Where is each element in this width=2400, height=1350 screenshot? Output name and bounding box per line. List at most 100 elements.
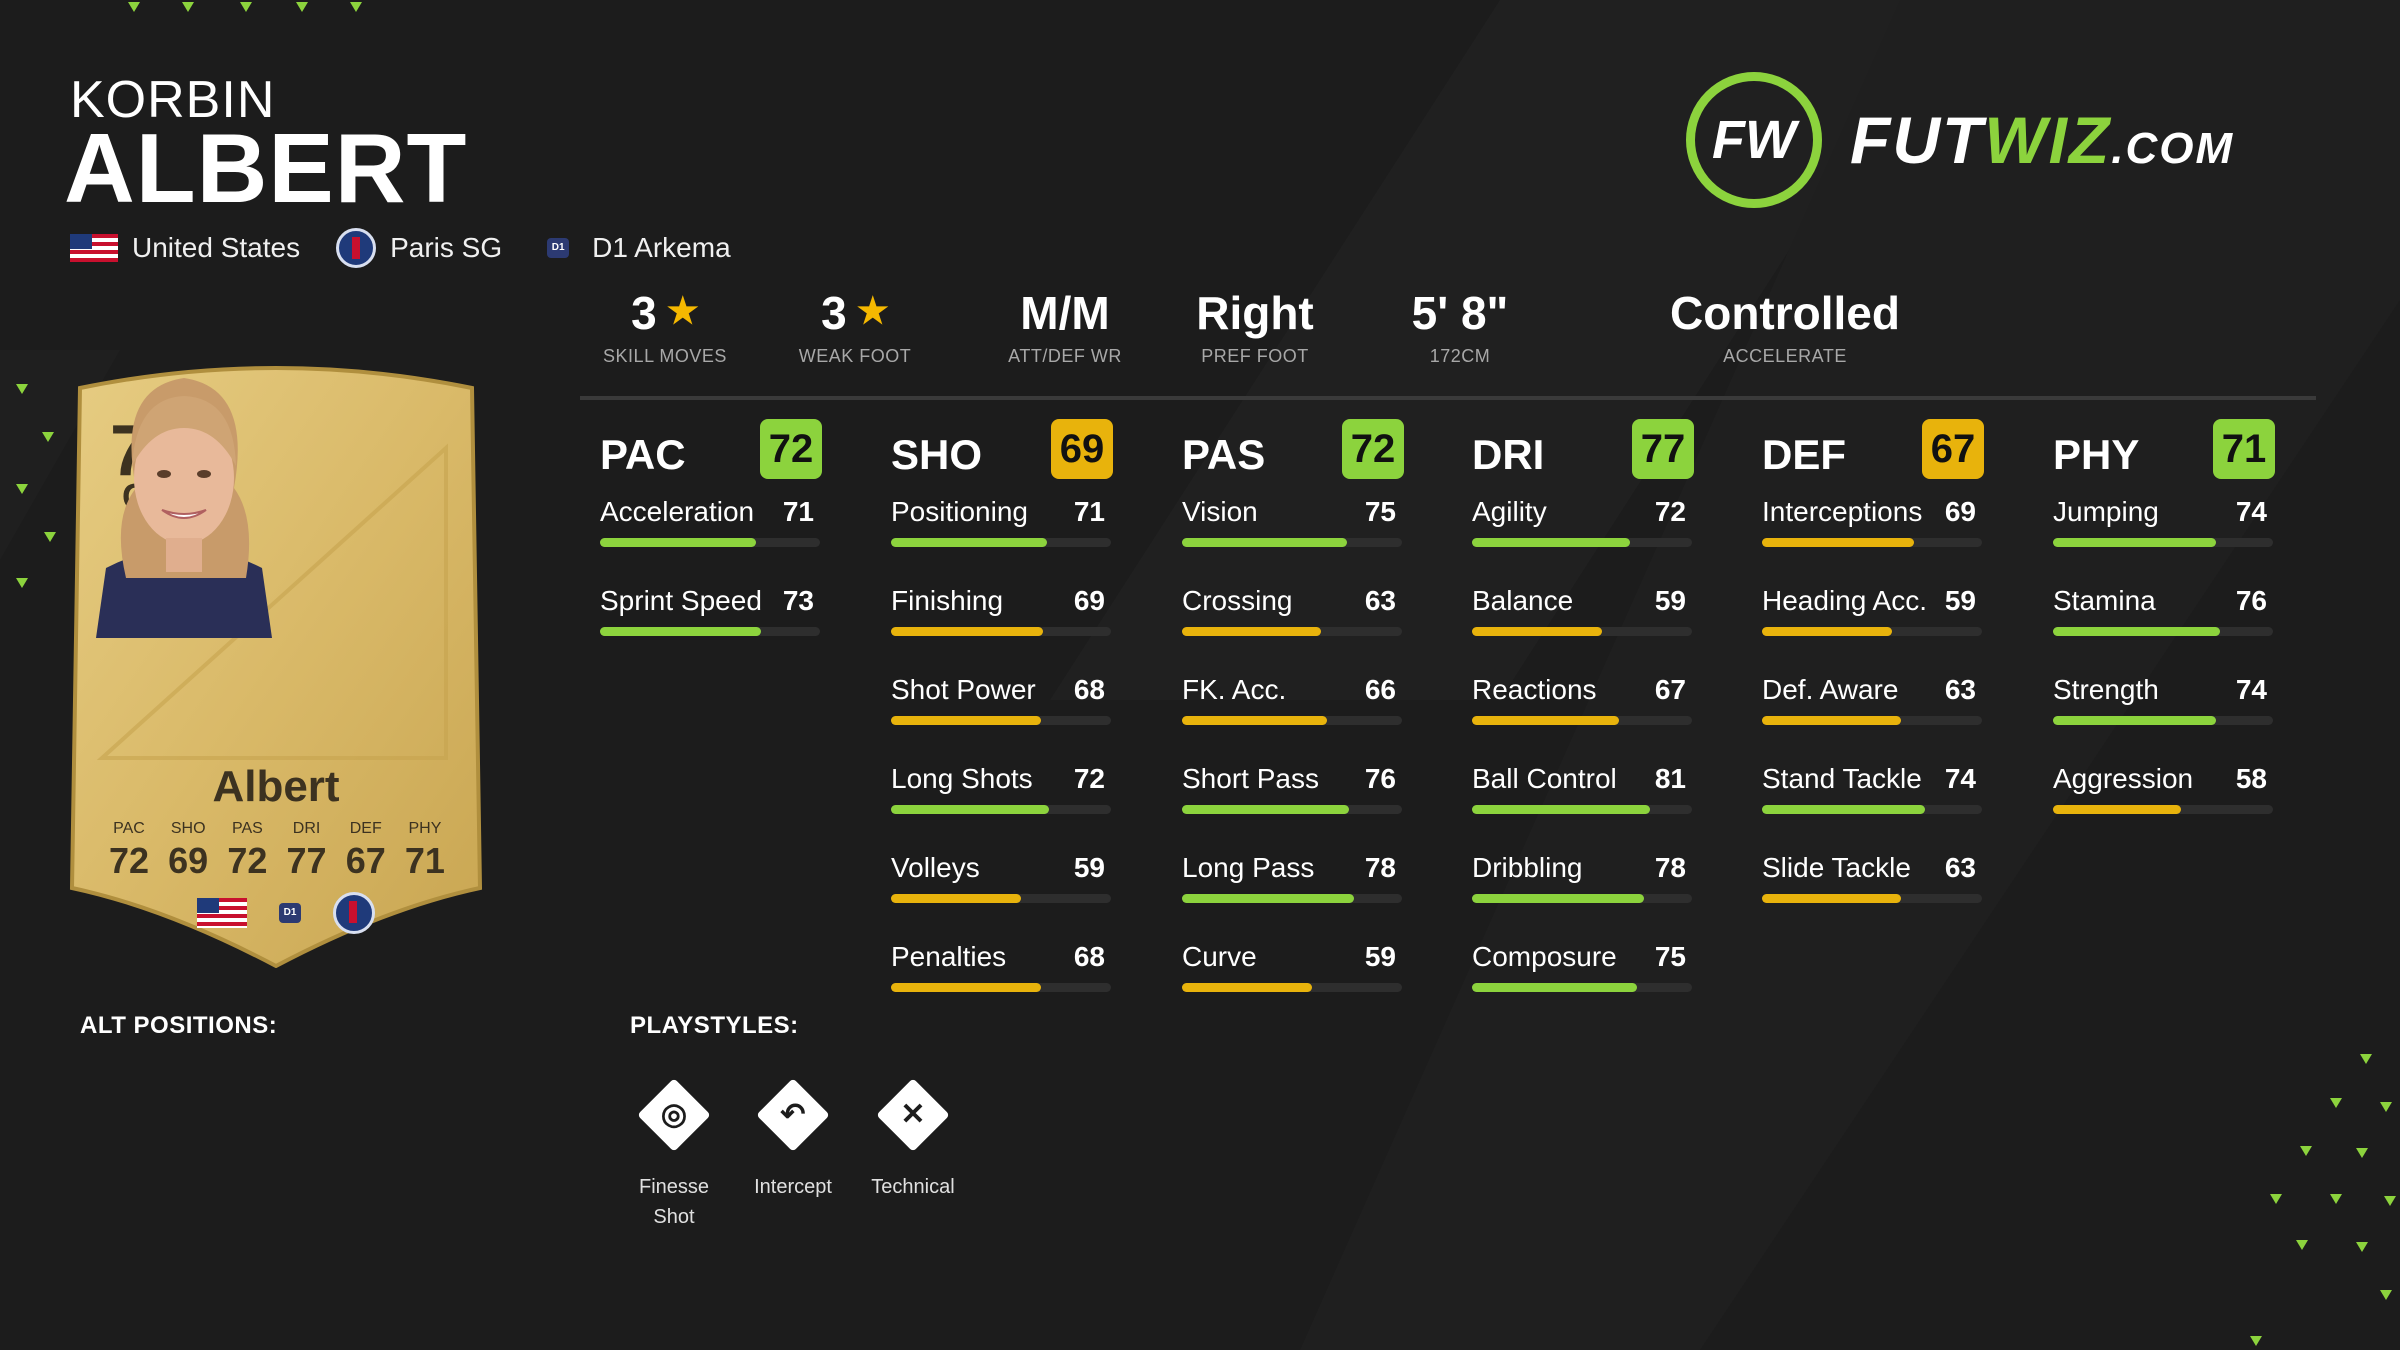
info-pref-foot: Right PREF FOOT bbox=[1196, 287, 1314, 366]
attribute-row: Sprint Speed 73 bbox=[600, 585, 822, 660]
futwiz-wordmark: FUTWIZ.COM bbox=[1850, 103, 2235, 177]
attribute-bar bbox=[2053, 627, 2273, 636]
playstyle-finesse-shot[interactable]: ◎ Finesse Shot bbox=[614, 1078, 734, 1232]
attribute-row: Finishing 69 bbox=[891, 585, 1113, 660]
attribute-bar bbox=[1762, 627, 1982, 636]
attribute-bar bbox=[891, 627, 1111, 636]
attribute-value: 72 bbox=[1073, 763, 1105, 794]
attribute-label: Ball Control bbox=[1472, 763, 1617, 794]
attribute-bar-fill bbox=[600, 538, 757, 547]
card-stat: PAS 72 bbox=[227, 820, 268, 881]
attribute-bar-fill bbox=[1182, 538, 1347, 547]
attribute-bar bbox=[891, 983, 1111, 992]
attribute-bar-fill bbox=[600, 627, 761, 636]
playstyle-intercept[interactable]: ↶ Intercept bbox=[733, 1078, 853, 1202]
attribute-row: Aggression 58 bbox=[2053, 763, 2275, 838]
stat-group-dri: DRI 77 Agility 72 Balance 59 Reactions 67 Ball C… bbox=[1472, 416, 1694, 1016]
attribute-row: Strength 74 bbox=[2053, 674, 2275, 749]
attribute-bar bbox=[1182, 805, 1402, 814]
stat-group-value: 67 bbox=[1922, 419, 1984, 479]
nation-link[interactable]: United States bbox=[70, 232, 300, 264]
card-stat: PHY 71 bbox=[404, 820, 445, 881]
stat-group-header: PHY 71 bbox=[2053, 416, 2275, 482]
attribute-bar bbox=[1182, 627, 1402, 636]
stat-group-def: DEF 67 Interceptions 69 Heading Acc. 59 Def. A… bbox=[1762, 416, 1984, 927]
attribute-value: 59 bbox=[1654, 585, 1686, 616]
info-height: 5' 8" 172CM bbox=[1411, 287, 1509, 366]
stat-group-value: 71 bbox=[2213, 419, 2275, 479]
league-link[interactable]: D1 D1 Arkema bbox=[538, 228, 731, 268]
psg-badge-icon bbox=[336, 228, 377, 268]
finesse-shot-icon: ◎ bbox=[637, 1078, 711, 1152]
attribute-bar-fill bbox=[2053, 538, 2216, 547]
attribute-label: Curve bbox=[1182, 941, 1257, 972]
attribute-bar-fill bbox=[1472, 805, 1651, 814]
attribute-value: 74 bbox=[2235, 674, 2267, 705]
attribute-row: Stand Tackle 74 bbox=[1762, 763, 1984, 838]
attribute-row: FK. Acc. 66 bbox=[1182, 674, 1404, 749]
attribute-value: 75 bbox=[1364, 496, 1396, 527]
info-skill-moves: 3 ★ SKILL MOVES bbox=[603, 287, 727, 366]
card-player-name: Albert bbox=[212, 762, 340, 811]
futwiz-logo[interactable]: FW FUTWIZ.COM bbox=[1686, 72, 2234, 208]
stat-group-name: PAC bbox=[600, 431, 686, 478]
stat-group-name: PAS bbox=[1182, 431, 1266, 478]
stat-group-header: DEF 67 bbox=[1762, 416, 1984, 482]
attribute-label: Interceptions bbox=[1762, 496, 1923, 527]
attribute-label: Shot Power bbox=[891, 674, 1036, 705]
attribute-label: Vision bbox=[1182, 496, 1258, 527]
attribute-label: Agility bbox=[1472, 496, 1547, 527]
attribute-label: Stand Tackle bbox=[1762, 763, 1922, 794]
card-stat: DEF 67 bbox=[345, 820, 386, 881]
club-link[interactable]: Paris SG bbox=[336, 228, 502, 268]
intercept-icon: ↶ bbox=[756, 1078, 830, 1152]
card-badges: D1 bbox=[176, 892, 396, 934]
d1-arkema-icon: D1 bbox=[538, 228, 578, 268]
attribute-bar-fill bbox=[1182, 894, 1354, 903]
attribute-bar bbox=[1472, 805, 1692, 814]
attribute-label: Slide Tackle bbox=[1762, 852, 1911, 883]
attribute-label: Aggression bbox=[2053, 763, 2194, 794]
attribute-bar-fill bbox=[1472, 983, 1637, 992]
attribute-bar bbox=[891, 538, 1111, 547]
attribute-bar-fill bbox=[2053, 627, 2221, 636]
attribute-bar bbox=[1472, 538, 1692, 547]
attribute-label: Penalties bbox=[891, 941, 1007, 972]
attribute-row: Reactions 67 bbox=[1472, 674, 1694, 749]
attribute-bar-fill bbox=[1762, 894, 1901, 903]
attribute-bar-fill bbox=[891, 894, 1021, 903]
attribute-label: Reactions bbox=[1472, 674, 1597, 705]
info-accelerate: Controlled ACCELERATE bbox=[1670, 287, 1900, 366]
attribute-row: Volleys 59 bbox=[891, 852, 1113, 927]
attribute-bar bbox=[1472, 894, 1692, 903]
info-bar: 3 ★ SKILL MOVES 3 ★ WEAK FOOT M/M ATT/DEF … bbox=[580, 286, 2316, 400]
playstyles-heading: PLAYSTYLES: bbox=[630, 1012, 799, 1039]
attribute-value: 68 bbox=[1073, 674, 1105, 705]
playstyle-technical[interactable]: ✕ Technical bbox=[853, 1078, 973, 1202]
stat-group-name: PHY bbox=[2053, 431, 2140, 478]
attribute-label: Volleys bbox=[891, 852, 980, 883]
info-work-rate: M/M ATT/DEF WR bbox=[1008, 287, 1122, 366]
attribute-bar-fill bbox=[891, 627, 1043, 636]
attribute-bar-fill bbox=[1472, 716, 1620, 725]
stat-group-value: 77 bbox=[1632, 419, 1694, 479]
stat-group-phy: PHY 71 Jumping 74 Stamina 76 Strength 74 Aggress… bbox=[2053, 416, 2275, 838]
attribute-label: Positioning bbox=[891, 496, 1028, 527]
alt-positions-heading: ALT POSITIONS: bbox=[80, 1012, 278, 1039]
stat-group-header: PAS 72 bbox=[1182, 416, 1404, 482]
attribute-bar-fill bbox=[1762, 716, 1901, 725]
star-icon: ★ bbox=[856, 290, 889, 331]
stat-group-header: PAC 72 bbox=[600, 416, 822, 482]
attribute-value: 68 bbox=[1073, 941, 1105, 972]
us-flag-icon bbox=[70, 234, 118, 262]
attribute-bar bbox=[1762, 538, 1982, 547]
attribute-value: 63 bbox=[1944, 674, 1976, 705]
attribute-bar-fill bbox=[2053, 716, 2216, 725]
stat-group-name: SHO bbox=[891, 431, 983, 478]
attribute-bar bbox=[1182, 983, 1402, 992]
attribute-bar bbox=[891, 716, 1111, 725]
player-photo bbox=[96, 378, 272, 638]
attribute-bar-fill bbox=[891, 716, 1041, 725]
attribute-bar-fill bbox=[2053, 805, 2181, 814]
